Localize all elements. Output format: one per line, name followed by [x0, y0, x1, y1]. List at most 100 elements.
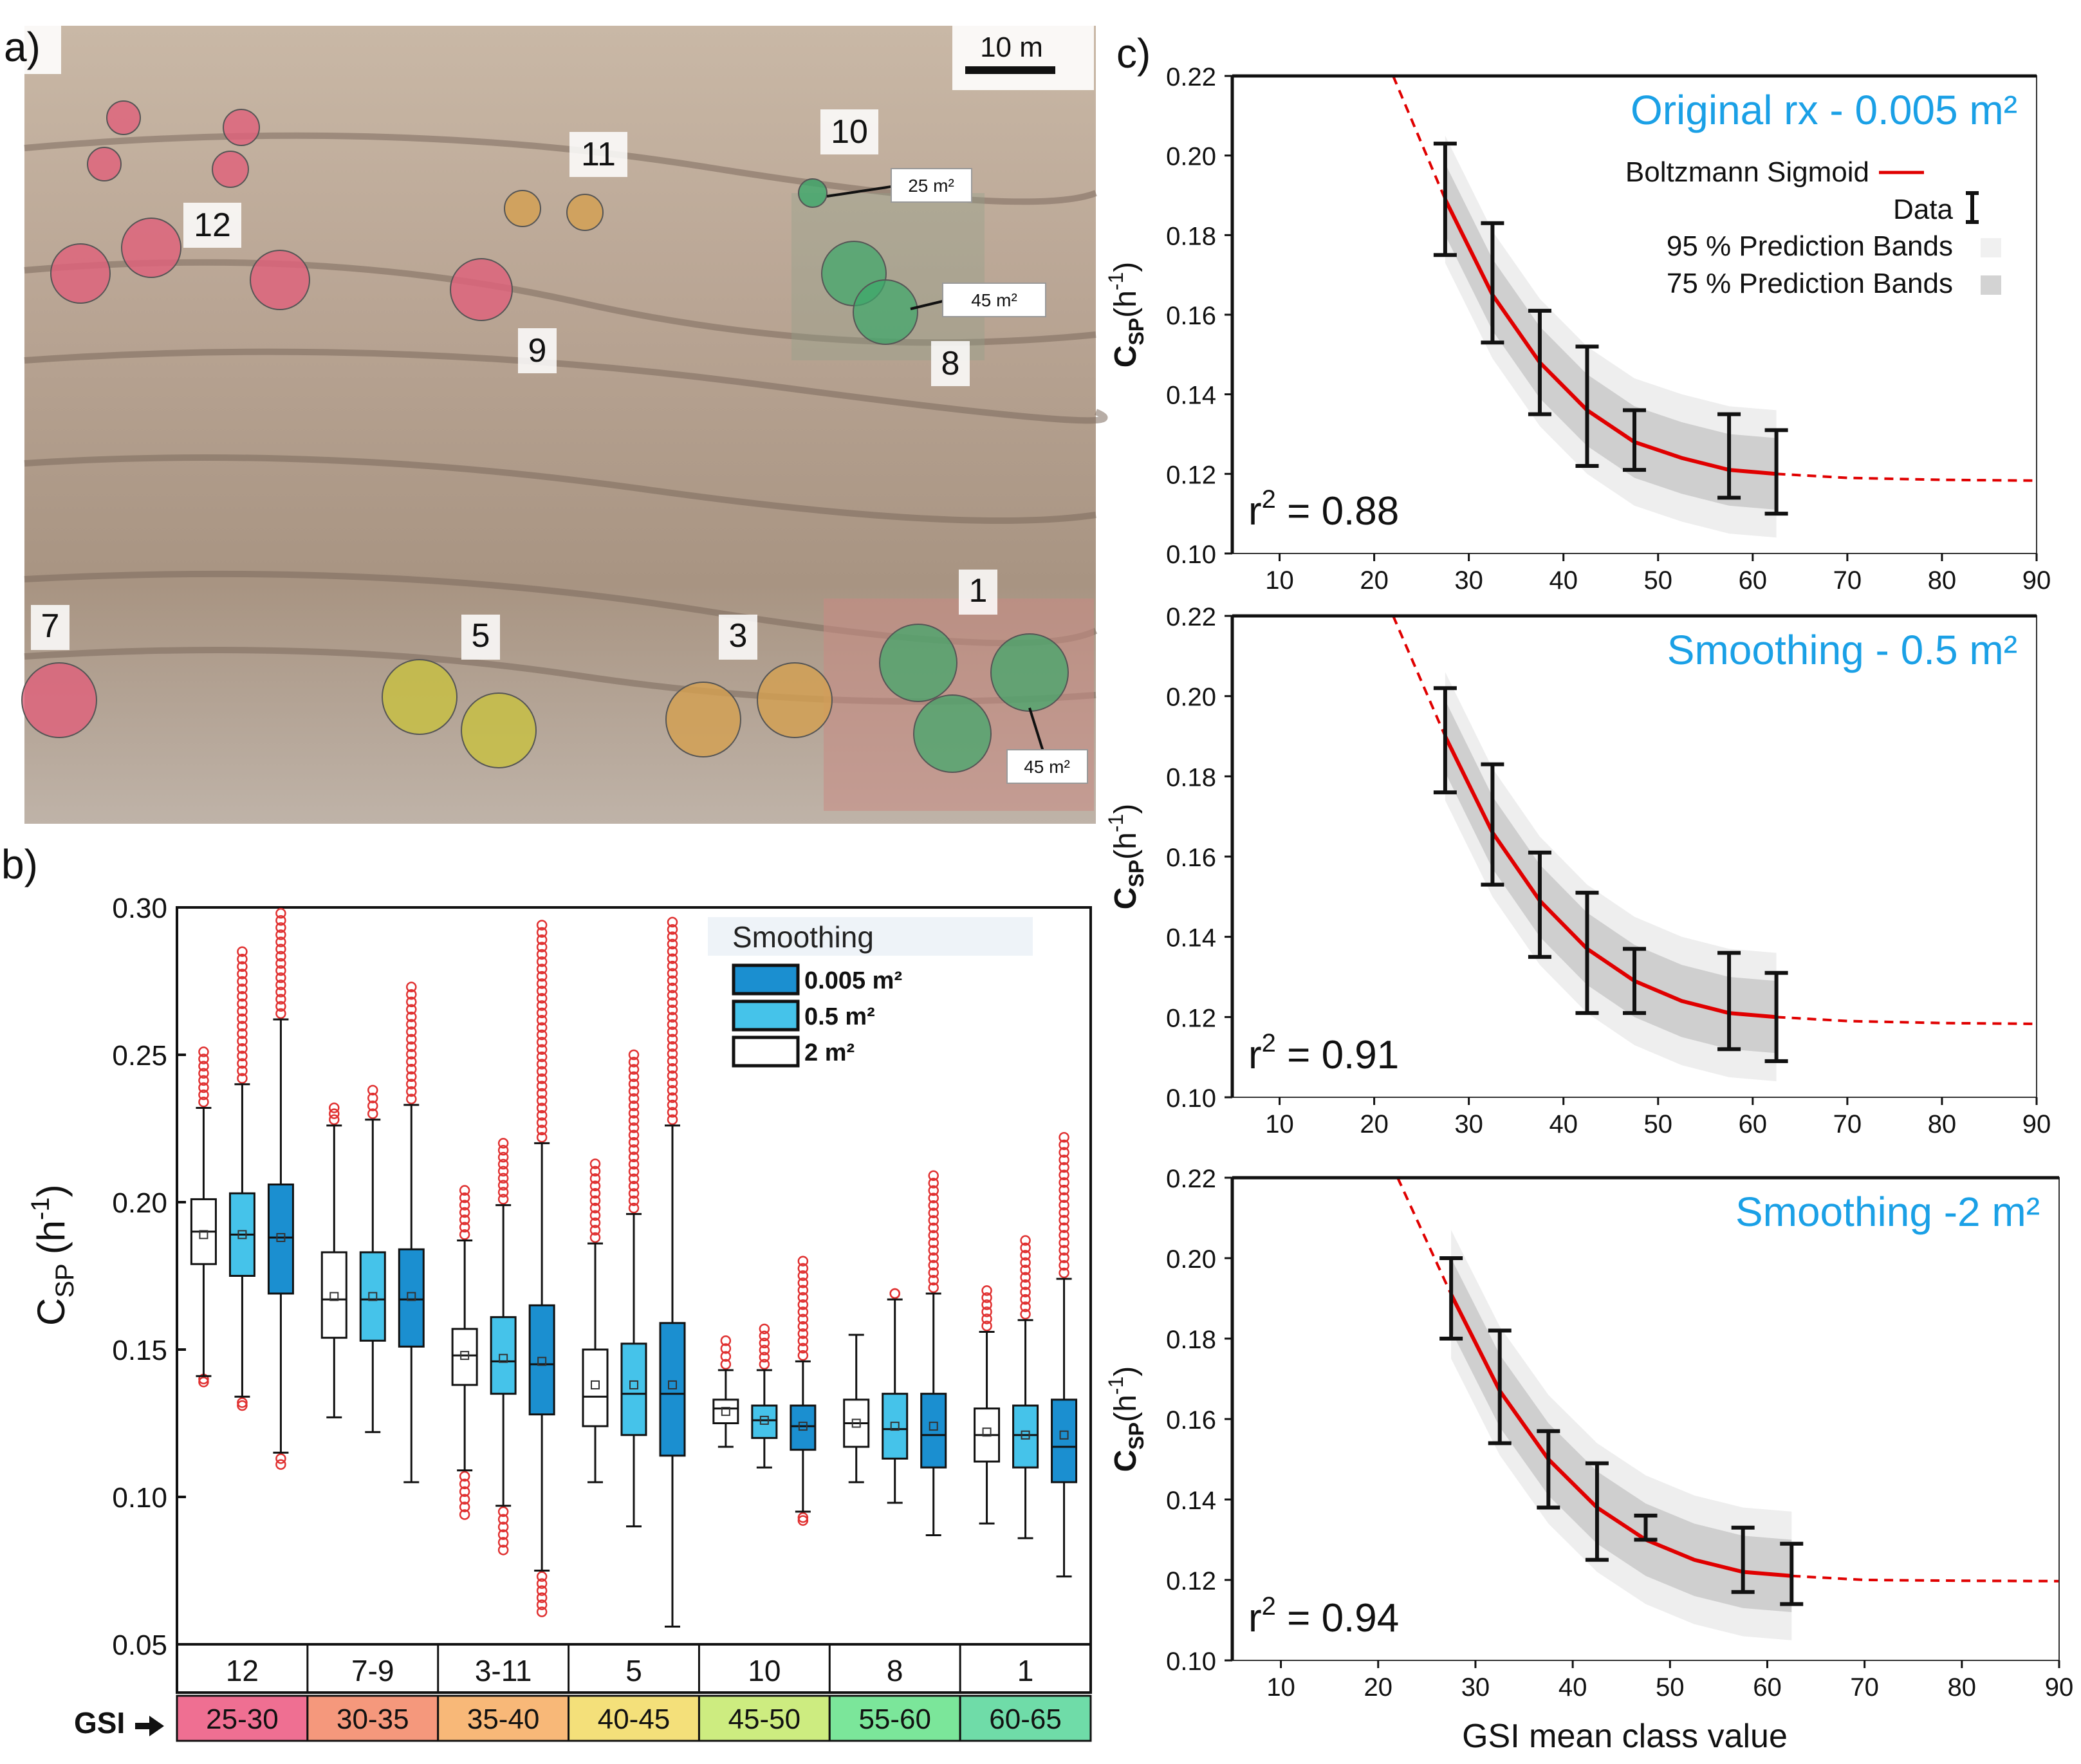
box-12-0	[190, 1046, 217, 1388]
outlier-point	[367, 1084, 378, 1096]
outlier-point	[667, 1107, 678, 1118]
outlier-point	[459, 1214, 470, 1225]
boxplot-boxes	[190, 907, 1078, 1628]
outlier-point	[497, 1545, 509, 1555]
outlier-point	[1059, 1139, 1069, 1151]
outlier-point	[237, 990, 248, 1002]
ylabel-unit: (h	[1109, 290, 1143, 318]
outlier-point	[237, 976, 248, 987]
outlier-point	[536, 1109, 548, 1121]
plot-title: Smoothing - 0.5 m²	[1667, 627, 2017, 673]
r2-sup: 2	[1262, 485, 1276, 514]
x-tick-label: 40	[1558, 1673, 1587, 1702]
outlier-point	[1059, 1214, 1069, 1226]
outlier-point	[536, 985, 548, 997]
outlier-point	[628, 1086, 640, 1097]
outlier-point	[536, 920, 548, 931]
ylabel-sp: SP	[1125, 1422, 1148, 1450]
y-tick-label: 0.12	[1166, 461, 1216, 489]
outlier-point	[667, 1092, 678, 1103]
outlier-point	[497, 1173, 509, 1184]
y-tick-label: 0.18	[1166, 222, 1216, 250]
legend-fit-label: Boltzmann Sigmoid	[1625, 156, 1869, 188]
r2-sup: 2	[1262, 1029, 1276, 1057]
gsi-cell	[306, 1694, 439, 1742]
gsi-label: GSI	[74, 1706, 125, 1740]
outlier-point	[367, 1108, 378, 1119]
outlier-point	[198, 1054, 209, 1064]
curve-plot-2: 0.10 0.12 0.14 0.16 0.18 0.20 0.22 10 20 30 40 50 60…	[1104, 603, 2051, 1138]
outlier-point	[275, 936, 286, 947]
ylabel-close: )	[1109, 804, 1143, 814]
outlier-point	[667, 953, 678, 964]
outlier-point	[459, 1509, 470, 1520]
x-tick-label: 50	[1644, 566, 1673, 595]
y-tick-label: 0.22	[1166, 603, 1216, 631]
box-1-1	[1012, 1235, 1039, 1539]
zone-circle-red	[21, 662, 97, 738]
outlier-point	[1059, 1200, 1069, 1211]
box-7-9-0	[320, 1102, 347, 1418]
panel-a-label: a)	[4, 24, 41, 70]
y-tick-label: 0.10	[1166, 1084, 1216, 1113]
outlier-point	[797, 1270, 809, 1281]
outlier-point	[628, 1158, 640, 1170]
outlier-point	[759, 1323, 770, 1335]
outlier-point	[536, 956, 548, 967]
outlier-point	[275, 1459, 286, 1470]
box-iqr	[882, 1393, 909, 1460]
ylabel-close: )	[1109, 1366, 1143, 1377]
outlier-point	[406, 1026, 417, 1037]
box-5-2	[659, 916, 686, 1628]
outlier-point	[536, 978, 548, 989]
outlier-point	[928, 1193, 939, 1203]
zone-circle-red	[106, 100, 141, 135]
ylabel-paren: (h	[30, 1220, 73, 1254]
outlier-point	[667, 1019, 678, 1030]
outlier-point	[628, 1202, 640, 1214]
outlier-point	[928, 1252, 939, 1263]
outlier-point	[198, 1082, 209, 1093]
x-tick-label: 20	[1360, 566, 1389, 595]
outlier-point	[797, 1350, 809, 1361]
x-tick-label: 60	[1753, 1673, 1782, 1702]
outlier-point	[928, 1237, 939, 1249]
x-tick-label: 80	[1948, 1673, 1977, 1702]
y-tick-label: 0.15	[112, 1335, 167, 1366]
box-mean	[759, 1415, 769, 1425]
outlier-point	[275, 915, 286, 926]
outlier-point	[667, 1048, 678, 1059]
outlier-point	[1020, 1279, 1031, 1290]
outlier-point	[237, 1035, 248, 1046]
gsi-cell	[176, 1694, 309, 1742]
outlier-point	[275, 929, 286, 940]
outlier-point	[406, 1079, 417, 1090]
outlier-point	[237, 961, 248, 972]
box-mean	[460, 1351, 470, 1360]
y-tick-label: 0.18	[1166, 763, 1216, 792]
zone-circle-red	[87, 147, 122, 181]
r2-value: = 0.88	[1276, 489, 1399, 534]
area-label-11: 11	[581, 136, 616, 173]
outlier-point	[928, 1222, 939, 1234]
x-tick-label: 80	[1928, 1110, 1957, 1138]
outlier-point	[667, 938, 678, 950]
outlier-point	[406, 1056, 417, 1067]
category-label: 12	[226, 1654, 259, 1687]
x-tick-label: 50	[1644, 1110, 1673, 1138]
y-tick-label: 0.22	[1166, 63, 1216, 91]
outlier-point	[497, 1180, 509, 1191]
outlier-point	[589, 1165, 601, 1177]
outlier-point	[237, 946, 248, 957]
outlier-point	[237, 1021, 248, 1032]
gsi-cell	[959, 1694, 1092, 1742]
outlier-point	[536, 1571, 548, 1582]
y-tick-label: 0.14	[1166, 924, 1216, 952]
outlier-point	[406, 989, 417, 1000]
y-tick-label: 0.20	[1166, 683, 1216, 712]
outlier-point	[1059, 1267, 1069, 1279]
outlier-point	[1059, 1237, 1069, 1249]
zone-circle-green	[879, 624, 957, 702]
legend-errorbar-icon	[1966, 191, 1979, 224]
box-8-1	[882, 1288, 909, 1504]
